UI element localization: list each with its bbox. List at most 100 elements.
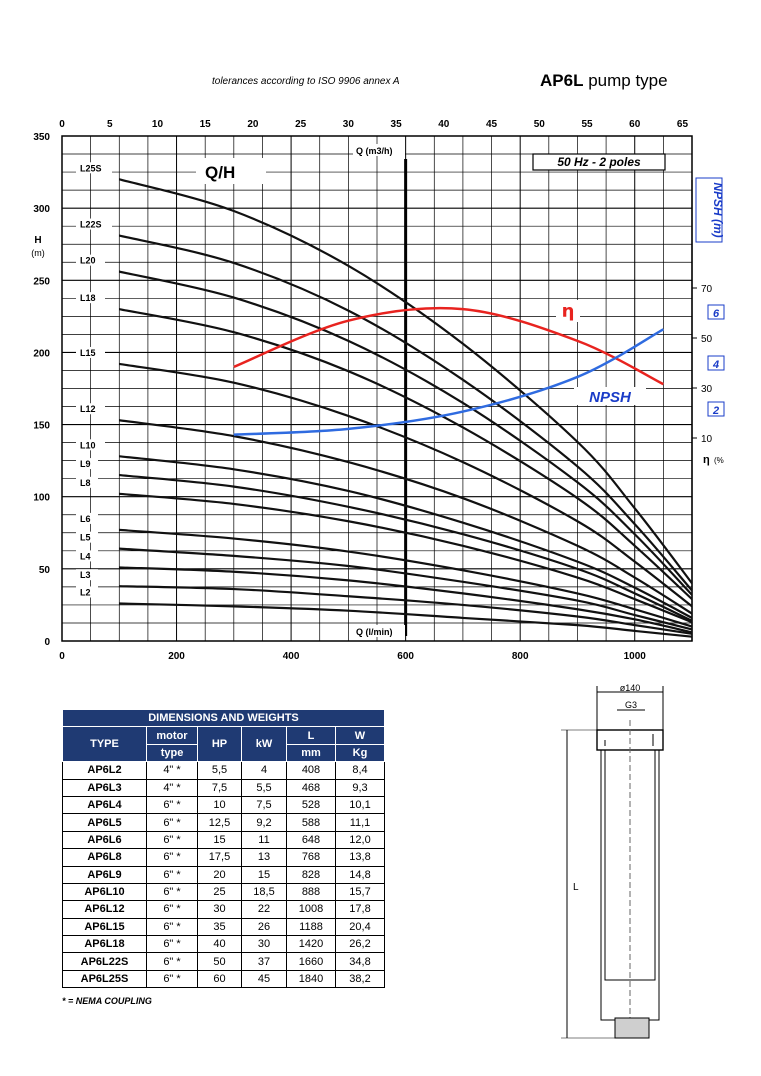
x-bottom-tick-label: 1000 — [624, 651, 647, 662]
cell-hp: 25 — [197, 882, 242, 902]
table-row: AP6L4 6" * 10 7,5 528 10,1 — [62, 795, 385, 815]
cell-motor: 6" * — [146, 952, 198, 971]
x-top-tick-label: 5 — [107, 119, 113, 130]
series-label-bg — [76, 569, 98, 581]
curve-l10 — [119, 455, 693, 619]
cell-hp: 35 — [197, 917, 242, 937]
series-label-bg — [76, 586, 98, 598]
eta-curve-label: η — [562, 301, 575, 322]
series-label-bg — [76, 292, 105, 304]
cell-w: 17,8 — [335, 900, 385, 919]
curve-l6 — [119, 528, 693, 628]
cell-kw: 13 — [241, 848, 287, 867]
cell-l: 1660 — [286, 952, 336, 971]
col-w-unit: Kg — [335, 743, 385, 763]
cell-hp: 40 — [197, 935, 242, 954]
x-top-tick-label: 65 — [677, 119, 689, 130]
curve-l8 — [119, 492, 693, 624]
cell-w: 15,7 — [335, 882, 385, 902]
npsh-axis-box — [695, 177, 723, 243]
npsh-tick-box — [707, 355, 725, 371]
pump-type-title: AP6L pump type — [540, 71, 668, 91]
cell-kw: 9,2 — [241, 813, 287, 832]
series-label-l10: L10 — [80, 440, 96, 450]
cell-motor: 6" * — [146, 830, 198, 850]
series-label-l12: L12 — [80, 404, 96, 414]
length-label: L — [573, 882, 579, 893]
x-top-label-bg — [353, 144, 405, 156]
table-row: AP6L25S 6" * 60 45 1840 38,2 — [62, 969, 385, 989]
series-label-bg — [76, 346, 105, 358]
table-row: AP6L15 6" * 35 26 1188 20,4 — [62, 917, 385, 937]
x-top-tick-label: 40 — [438, 119, 450, 130]
cell-type: AP6L10 — [62, 882, 147, 902]
diameter-label: ø140 — [620, 683, 641, 693]
curve-l25s — [118, 178, 693, 584]
thread-label: G3 — [625, 700, 637, 710]
curve-l12 — [119, 419, 693, 615]
cell-kw: 15 — [241, 865, 287, 884]
series-label-bg — [76, 162, 112, 174]
cell-motor: 6" * — [146, 848, 198, 867]
cell-w: 26,2 — [335, 935, 385, 954]
x-top-tick-label: 10 — [152, 119, 164, 130]
cell-l: 528 — [286, 795, 336, 815]
cell-kw: 4 — [241, 761, 287, 780]
x-top-tick-label: 45 — [486, 119, 498, 130]
cell-l: 888 — [286, 882, 336, 902]
y-left-tick-label: 150 — [33, 421, 50, 432]
pump-drawing: ø140 G3 L — [561, 683, 664, 1039]
cell-l: 1188 — [286, 917, 336, 937]
cell-hp: 50 — [197, 952, 242, 971]
cell-w: 38,2 — [335, 969, 385, 989]
y-left-tick-label: 100 — [33, 493, 50, 504]
series-label-bg — [76, 476, 98, 488]
cell-kw: 45 — [241, 969, 287, 989]
cell-type: AP6L3 — [62, 778, 147, 797]
cell-hp: 15 — [197, 830, 242, 850]
x-top-tick-label: 25 — [295, 119, 307, 130]
x-top-axis-label: Q (m3/h) — [356, 146, 393, 156]
cell-kw: 5,5 — [241, 778, 287, 797]
cell-w: 11,1 — [335, 813, 385, 832]
npsh-curve — [233, 328, 664, 436]
y-left-tick-label: 0 — [44, 637, 50, 648]
cell-type: AP6L2 — [62, 761, 147, 780]
x-top-tick-label: 50 — [534, 119, 546, 130]
title-bg — [196, 158, 266, 184]
table-body: AP6L2 4" * 5,5 4 408 8,4 AP6L3 4" * 7,5 5,5 468 9,3… — [62, 761, 385, 989]
chart-grid — [61, 135, 693, 642]
series-label-bg — [76, 439, 105, 451]
chart-curves — [118, 178, 693, 638]
table-row: AP6L5 6" * 12,5 9,2 588 11,1 — [62, 813, 385, 832]
cell-kw: 37 — [241, 952, 287, 971]
y-left-tick-label: 250 — [33, 276, 50, 287]
cell-motor: 6" * — [146, 969, 198, 989]
cell-motor: 6" * — [146, 917, 198, 937]
cell-type: AP6L5 — [62, 813, 147, 832]
cell-l: 768 — [286, 848, 336, 867]
y-left-tick-label: 300 — [33, 204, 50, 215]
x-top-tick-label: 20 — [247, 119, 259, 130]
table-row: AP6L10 6" * 25 18,5 888 15,7 — [62, 882, 385, 902]
cell-w: 8,4 — [335, 761, 385, 780]
cell-l: 1420 — [286, 935, 336, 954]
series-label-l6: L6 — [80, 514, 91, 524]
x-bottom-tick-label: 400 — [283, 651, 300, 662]
curve-l4 — [119, 566, 693, 634]
series-label-l5: L5 — [80, 533, 91, 543]
x-bottom-axis-label: Q (l/min) — [356, 627, 393, 637]
npsh-tick-box — [707, 401, 725, 417]
cell-l: 1008 — [286, 900, 336, 919]
cell-w: 34,8 — [335, 952, 385, 971]
col-w: W — [335, 726, 385, 745]
series-label-l18: L18 — [80, 293, 96, 303]
table-row: AP6L12 6" * 30 22 1008 17,8 — [62, 900, 385, 919]
cell-type: AP6L12 — [62, 900, 147, 919]
series-label-bg — [76, 458, 98, 470]
x-top-tick-label: 55 — [581, 119, 593, 130]
series-label-bg — [76, 254, 105, 266]
series-label-l9: L9 — [80, 459, 91, 469]
